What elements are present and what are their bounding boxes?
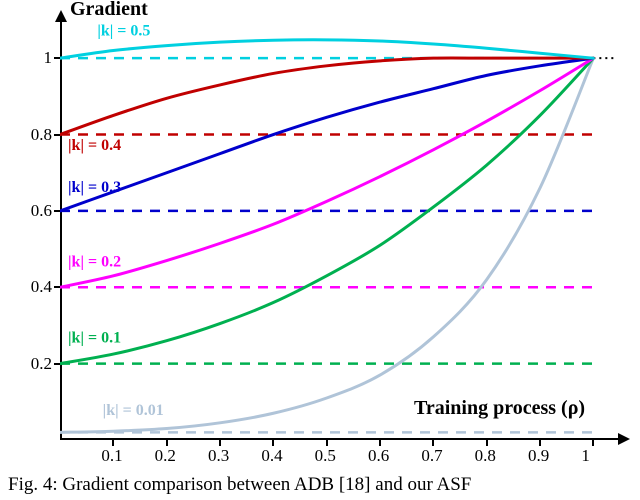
y-tick <box>54 134 60 136</box>
series-k001 <box>60 58 593 432</box>
series-label-k02: |k| = 0.2 <box>68 253 121 270</box>
x-tick-label: 0.9 <box>528 446 549 466</box>
y-tick <box>54 286 60 288</box>
chart-svg: |k| = 0.01 |k| = 0.1 |k| = 0.2 |k| = 0.3 |k|… <box>60 20 620 440</box>
x-tick-label: 0.3 <box>208 446 229 466</box>
figure-caption: Fig. 4: Gradient comparison between ADB … <box>8 474 471 496</box>
x-tick-label: 0.1 <box>101 446 122 466</box>
y-tick-label: 0.2 <box>31 354 52 374</box>
x-tick-label: 0.5 <box>315 446 336 466</box>
series-k02 <box>60 58 593 287</box>
x-tick-label: 0.4 <box>261 446 282 466</box>
y-axis-title: Gradient <box>70 0 148 21</box>
series-label-k01: |k| = 0.1 <box>68 330 121 347</box>
series-k05 <box>60 40 593 58</box>
plot-area: |k| = 0.01 |k| = 0.1 |k| = 0.2 |k| = 0.3 |k|… <box>60 20 620 440</box>
y-tick-label: 0.8 <box>31 125 52 145</box>
series-label-k05: |k| = 0.5 <box>97 22 150 39</box>
x-tick <box>592 440 594 446</box>
series-label-k03: |k| = 0.3 <box>68 179 121 196</box>
x-tick-label: 0.2 <box>155 446 176 466</box>
x-axis-title: Training process (ρ) <box>414 397 585 420</box>
y-tick-label: 0.4 <box>31 277 52 297</box>
y-tick <box>54 57 60 59</box>
series-label-k04: |k| = 0.4 <box>68 137 121 154</box>
x-tick-label: 0.7 <box>421 446 442 466</box>
x-tick-label: 0.8 <box>475 446 496 466</box>
series-label-k001: |k| = 0.01 <box>103 402 164 419</box>
x-tick-label: 0.6 <box>368 446 389 466</box>
y-tick <box>54 363 60 365</box>
y-tick-label: 0.6 <box>31 201 52 221</box>
y-tick <box>54 210 60 212</box>
x-tick-label: 1 <box>581 446 590 466</box>
y-tick-label: 1 <box>44 48 53 68</box>
figure-container: |k| = 0.01 |k| = 0.1 |k| = 0.2 |k| = 0.3 |k|… <box>0 0 640 500</box>
